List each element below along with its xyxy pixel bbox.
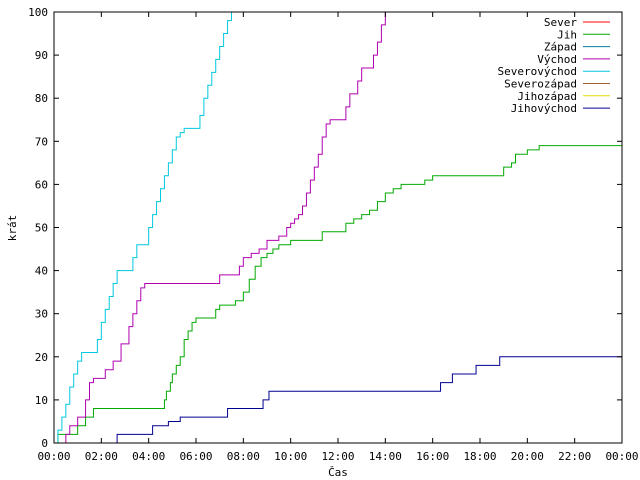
x-tick-label: 06:00 [179,450,212,463]
y-tick-label: 80 [35,92,48,105]
x-tick-label: 14:00 [369,450,402,463]
y-tick-label: 10 [35,394,48,407]
x-tick-label: 04:00 [132,450,165,463]
series-line [54,12,232,444]
y-axis-label: krát [6,215,19,242]
x-tick-label: 08:00 [227,450,260,463]
legend-label: Severovýchod [498,65,577,78]
x-tick-label: 12:00 [321,450,354,463]
y-axis: 0 10 20 30 40 50 60 70 80 90 100 [28,6,622,450]
legend-label: Severozápad [504,78,577,91]
legend-label: Západ [544,41,577,54]
x-tick-label: 02:00 [85,450,118,463]
y-tick-label: 70 [35,135,48,148]
plot-lines [54,12,622,444]
y-tick-label: 60 [35,178,48,191]
x-tick-label: 22:00 [558,450,591,463]
x-tick-label: 00:00 [605,450,638,463]
x-axis-label: Čas [328,466,348,479]
x-tick-label: 00:00 [37,450,70,463]
legend-label: Jih [557,28,577,41]
legend: SeverJihZápadVýchodSeverovýchodSeverozáp… [498,16,610,115]
series-line [54,356,622,444]
legend-label: Jihozápad [517,90,577,103]
legend-label: Jihovýchod [511,102,577,115]
legend-label: Sever [544,16,577,29]
y-tick-label: 100 [28,6,48,19]
y-tick-label: 20 [35,351,48,364]
legend-label: Východ [537,53,577,66]
x-tick-label: 20:00 [511,450,544,463]
y-tick-label: 50 [35,222,48,235]
y-tick-label: 90 [35,49,48,62]
x-axis: 00:00 02:00 04:00 06:00 08:00 10:00 12:00 14:00… [37,12,639,463]
x-tick-label: 16:00 [416,450,449,463]
y-tick-label: 40 [35,265,48,278]
x-tick-label: 18:00 [463,450,496,463]
series-line [54,12,386,444]
x-tick-label: 10:00 [274,450,307,463]
y-tick-label: 0 [41,437,48,450]
series-line [54,145,622,444]
y-tick-label: 30 [35,308,48,321]
